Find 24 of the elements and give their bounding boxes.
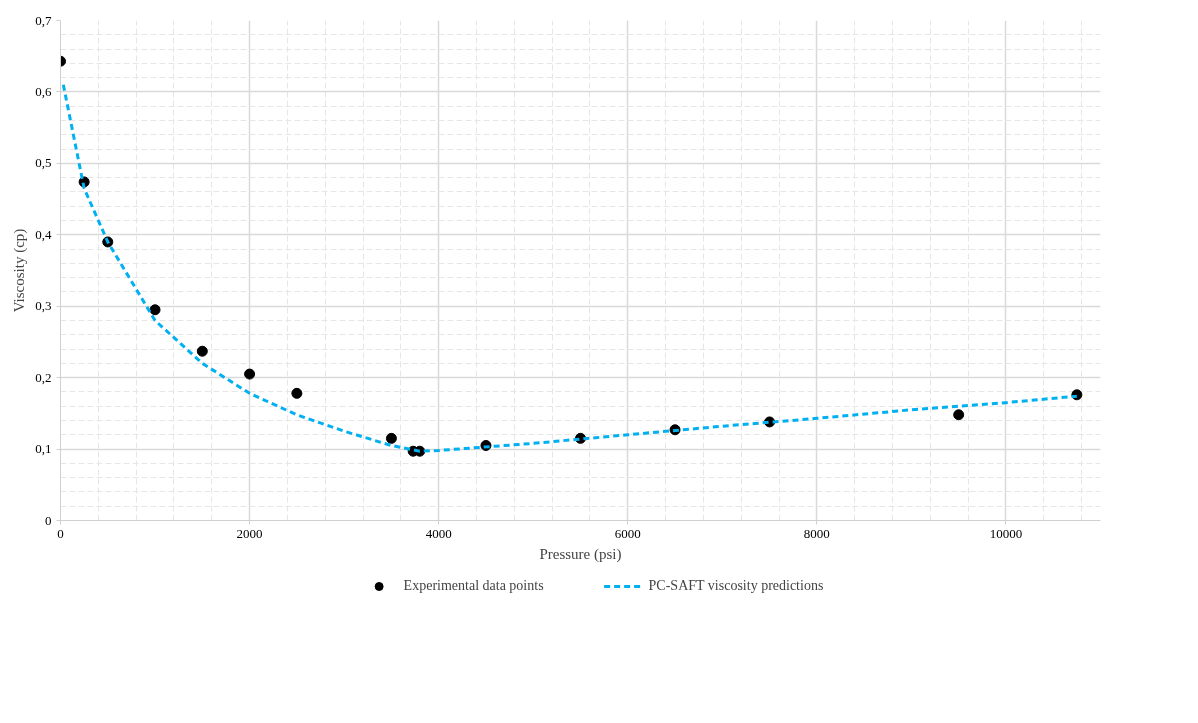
x-tick-label: 2000 xyxy=(236,525,263,541)
y-tick-label: 0,2 xyxy=(35,369,52,385)
x-tick-label: 4000 xyxy=(425,525,452,541)
x-tick-label: 6000 xyxy=(614,525,641,541)
y-tick-label: 0,5 xyxy=(35,155,52,171)
legend-label: Experimental data points xyxy=(403,578,544,594)
point xyxy=(953,409,965,421)
point xyxy=(291,387,303,399)
y-tick-label: 0,1 xyxy=(35,441,52,457)
y-axis-title: Viscosity (cp) xyxy=(11,228,29,313)
y-tick-label: 0 xyxy=(45,512,52,528)
x-axis-title: Pressure (psi) xyxy=(539,545,622,563)
y-tick-label: 0,6 xyxy=(35,83,52,99)
point xyxy=(196,345,208,357)
x-tick-label: 8000 xyxy=(803,525,830,541)
y-tick-label: 0,3 xyxy=(35,298,52,314)
point xyxy=(244,368,256,380)
y-tick-label: 0,4 xyxy=(35,226,52,242)
x-tick-label: 10000 xyxy=(989,525,1023,541)
y-tick-label: 0,7 xyxy=(35,12,52,28)
legend-label: PC-SAFT viscosity predictions xyxy=(648,578,824,594)
point xyxy=(385,432,397,444)
point xyxy=(149,304,161,316)
x-tick-label: 0 xyxy=(57,525,64,541)
